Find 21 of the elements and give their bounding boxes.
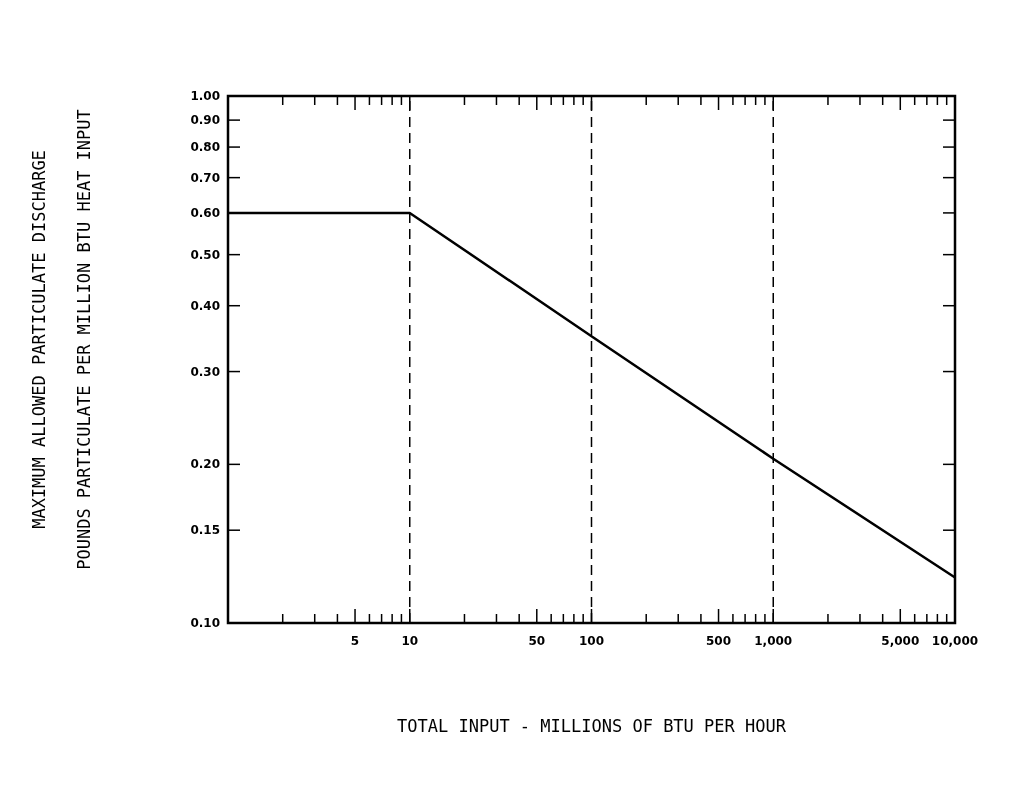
x-axis-title: TOTAL INPUT - MILLIONS OF BTU PER HOUR bbox=[397, 716, 787, 736]
y-tick-label: 0.50 bbox=[190, 247, 220, 262]
x-tick-label: 1,000 bbox=[754, 634, 793, 648]
y-tick-label: 0.30 bbox=[190, 364, 220, 379]
y-tick-label: 0.90 bbox=[190, 113, 220, 128]
x-tick-label: 5 bbox=[350, 634, 360, 648]
y-tick-label: 0.60 bbox=[190, 205, 220, 220]
y-tick-label: 0.10 bbox=[190, 616, 220, 630]
x-tick-label: 5,000 bbox=[881, 634, 920, 648]
y-tick-label: 0.20 bbox=[190, 457, 220, 472]
text: MAXIMUM ALLOWED PARTICULATE DISCHARGE POUNDS PARTICULATE PER MILLION BTU HEAT INPUT bbox=[29, 109, 94, 570]
x-tick-label: 10 bbox=[401, 634, 419, 648]
x-tick-label: 50 bbox=[528, 634, 546, 648]
y-tick-label: 1.00 bbox=[190, 89, 220, 103]
y-tick-label: 0.40 bbox=[190, 298, 220, 313]
x-tick-label: 500 bbox=[706, 634, 732, 648]
y-tick-label: 0.70 bbox=[190, 170, 220, 185]
y-tick-label: 0.80 bbox=[190, 140, 220, 155]
y-tick-label: 0.15 bbox=[190, 523, 220, 538]
x-tick-label: 100 bbox=[578, 634, 605, 648]
x-tick-label: 10,000 bbox=[931, 634, 979, 648]
